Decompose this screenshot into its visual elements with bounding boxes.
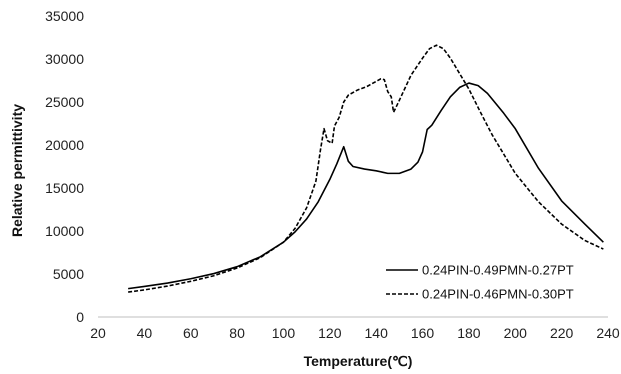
x-tick-label: 40 (137, 325, 153, 341)
y-tick-label: 15000 (45, 180, 84, 196)
legend: 0.24PIN-0.49PMN-0.27PT 0.24PIN-0.46PMN-0… (386, 263, 574, 302)
y-axis-title: Relative permittivity (9, 104, 25, 237)
x-tick-label: 60 (183, 325, 199, 341)
y-tick-label: 5000 (53, 266, 84, 282)
x-axis-title: Temperature(℃) (304, 353, 413, 369)
legend-label-series-2: 0.24PIN-0.46PMN-0.30PT (422, 287, 574, 302)
x-tick-label: 100 (272, 325, 296, 341)
x-tick-label: 140 (365, 325, 389, 341)
x-tick-label: 160 (411, 325, 435, 341)
x-tick-label: 240 (596, 325, 620, 341)
x-tick-label: 200 (504, 325, 528, 341)
y-tick-label: 10000 (45, 223, 84, 239)
legend-label-series-1: 0.24PIN-0.49PMN-0.27PT (422, 263, 574, 278)
series-line-1 (128, 82, 604, 290)
series-line-2 (128, 44, 604, 293)
axes-layer: 20 40 60 80 100 120 140 160 180 200 220 240 0 5000 100… (45, 8, 620, 341)
x-tick-label: 120 (318, 325, 342, 341)
y-tick-label: 35000 (45, 8, 84, 24)
y-tick-label: 20000 (45, 137, 84, 153)
x-tick-label: 20 (90, 325, 106, 341)
x-tick-label: 80 (229, 325, 245, 341)
series-layer (128, 44, 604, 293)
y-tick-label: 30000 (45, 51, 84, 67)
x-tick-label: 220 (550, 325, 574, 341)
x-tick-label: 180 (457, 325, 481, 341)
y-tick-label: 25000 (45, 94, 84, 110)
y-tick-label: 0 (76, 309, 84, 325)
